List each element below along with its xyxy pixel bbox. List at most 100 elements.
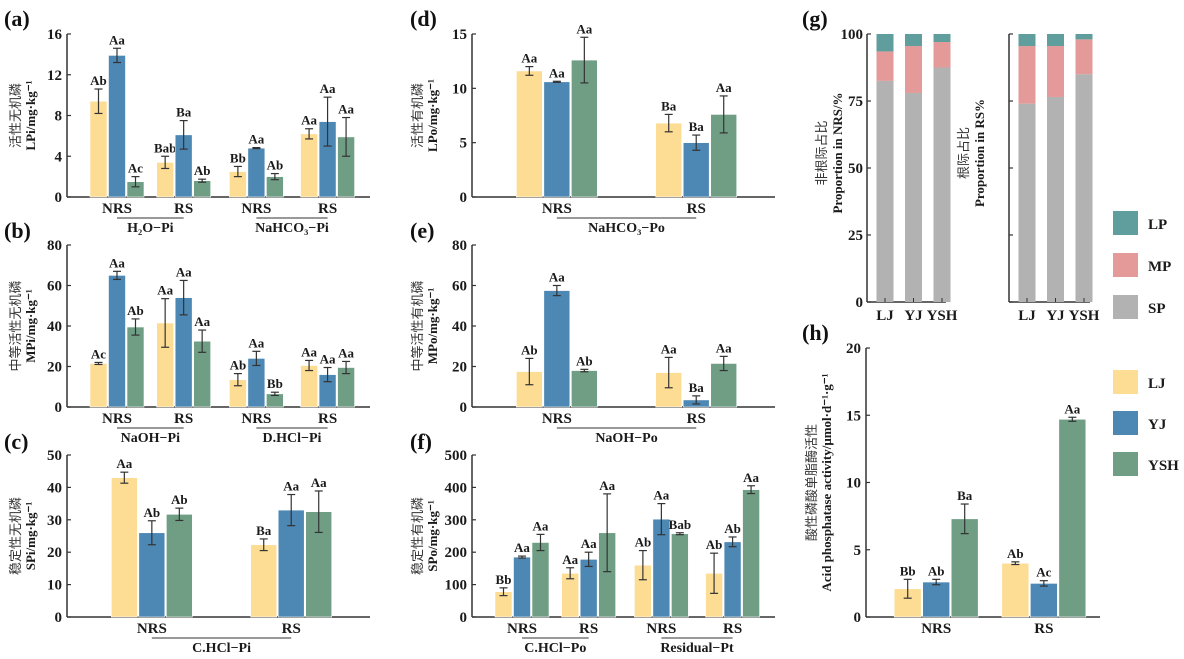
x-category-label: LJ xyxy=(1018,308,1036,324)
significance-label: Aa xyxy=(514,540,530,555)
bar-lj xyxy=(89,100,108,198)
y-tick-label: 100 xyxy=(841,27,864,43)
stack-segment-sp xyxy=(876,80,894,303)
x-category-label: RS xyxy=(174,201,193,217)
y-axis-label: LPo/mg·kg⁻¹ xyxy=(425,79,440,152)
legend-label: YJ xyxy=(1148,417,1167,433)
significance-label: Aa xyxy=(320,81,336,96)
bar-yj xyxy=(922,581,951,618)
y-tick-label: 20 xyxy=(452,360,467,376)
bar-ysh xyxy=(1058,418,1087,618)
x-category-label: NRS xyxy=(241,201,271,217)
significance-label: Ab xyxy=(521,342,538,357)
significance-label: Aa xyxy=(653,488,669,503)
y-axis-label: SPi/mg·kg⁻¹ xyxy=(23,502,38,571)
stack-segment-sp xyxy=(1075,74,1093,302)
x-category-label: RS xyxy=(579,621,598,637)
stack-segment-lp xyxy=(1075,34,1093,40)
significance-label: Aa xyxy=(581,536,597,551)
significance-label: Ab xyxy=(171,492,188,507)
y-tick-label: 10 xyxy=(846,476,861,492)
significance-label: Ab xyxy=(724,521,741,536)
bar-yj xyxy=(543,290,571,408)
bar-yj xyxy=(108,275,126,408)
stack-segment-lp xyxy=(1047,34,1064,47)
group-label: NaHCO₃−Po xyxy=(588,221,665,236)
bar-ysh xyxy=(531,542,550,618)
x-category-label: LJ xyxy=(876,308,894,324)
significance-label: Ab xyxy=(267,158,284,173)
y-axis-label-cn: 非根际占比 xyxy=(815,120,830,185)
y-tick-label: 0 xyxy=(55,610,63,626)
significance-label: Aa xyxy=(716,340,732,355)
significance-label: Bab xyxy=(669,517,691,532)
x-category-label: RS xyxy=(174,411,193,427)
bar-ysh xyxy=(571,370,598,408)
bar-lj xyxy=(516,70,543,198)
x-category-label: NRS xyxy=(507,621,537,637)
bar-yj xyxy=(579,559,598,618)
x-category-label: RS xyxy=(282,621,301,637)
bar-yj xyxy=(543,81,571,198)
significance-label: Ab xyxy=(127,303,144,318)
significance-label: Ac xyxy=(1036,565,1051,580)
stack-segment-mp xyxy=(1075,39,1093,75)
legend-label: MP xyxy=(1148,259,1171,275)
stack-segment-lp xyxy=(933,34,951,43)
y-tick-label: 50 xyxy=(848,161,863,177)
x-category-label: YJ xyxy=(904,308,923,324)
bar-yj xyxy=(247,147,266,198)
significance-label: Aa xyxy=(562,552,578,567)
significance-label: Aa xyxy=(661,341,677,356)
y-axis-label-cn: 中等活性有机磷 xyxy=(410,280,426,371)
y-tick-label: 100 xyxy=(445,578,468,594)
stack-segment-mp xyxy=(905,46,922,93)
bar-ysh xyxy=(126,326,145,408)
panel-label: (h) xyxy=(802,320,829,345)
group-label: D.HCl−Pi xyxy=(263,431,322,446)
y-tick-label: 0 xyxy=(460,190,468,206)
significance-label: Aa xyxy=(176,264,192,279)
bar-lj xyxy=(250,544,278,618)
significance-label: Aa xyxy=(743,470,759,485)
significance-label: Aa xyxy=(338,345,354,360)
y-tick-label: 5 xyxy=(460,136,468,152)
significance-label: Ba xyxy=(957,488,973,503)
significance-label: Bb xyxy=(267,376,283,391)
y-axis-label-cn: 活性有机磷 xyxy=(411,83,426,148)
y-tick-label: 8 xyxy=(55,109,63,125)
y-tick-label: 0 xyxy=(856,295,864,311)
x-category-label: NRS xyxy=(102,411,132,427)
panel-label: (f) xyxy=(410,429,432,454)
y-tick-label: 0 xyxy=(460,610,468,626)
significance-label: Aa xyxy=(1064,401,1080,416)
y-tick-label: 400 xyxy=(445,480,468,496)
y-tick-label: 40 xyxy=(452,319,467,335)
x-category-label: RS xyxy=(318,411,337,427)
bar-ysh xyxy=(166,513,193,618)
y-tick-label: 300 xyxy=(445,513,468,529)
significance-label: Aa xyxy=(311,475,327,490)
significance-label: Ab xyxy=(144,505,161,520)
y-tick-label: 15 xyxy=(452,27,467,43)
significance-label: Ab xyxy=(1007,546,1024,561)
bar-lj xyxy=(655,122,683,198)
significance-label: Aa xyxy=(338,102,354,117)
y-tick-label: 5 xyxy=(854,543,862,559)
significance-label: Aa xyxy=(549,65,565,80)
panel-f: (f) 0 100 200 300 400 500 稳定性有机磷 SPo/mg·kg⁻¹ Bb Aa… xyxy=(410,429,775,656)
significance-label: Aa xyxy=(301,344,317,359)
significance-label: Ab xyxy=(928,563,945,578)
group-label: C.HCl−Po xyxy=(524,641,586,656)
panel-label: (b) xyxy=(4,218,31,243)
significance-label: Ac xyxy=(128,161,143,176)
x-category-label: YJ xyxy=(1046,308,1065,324)
y-axis-label: Proportion in NRS/% xyxy=(830,92,845,213)
stack-segment-mp xyxy=(1018,46,1036,104)
group-label: C.HCl−Pi xyxy=(192,641,251,656)
stack-segment-sp xyxy=(1018,103,1036,303)
y-tick-label: 40 xyxy=(47,480,62,496)
panel-c: (c) 0 10 20 30 40 50 稳定性无机磷 SPi/mg·kg⁻¹ Aa Ab Ab NRS… xyxy=(4,429,370,656)
y-tick-label: 0 xyxy=(55,190,63,206)
